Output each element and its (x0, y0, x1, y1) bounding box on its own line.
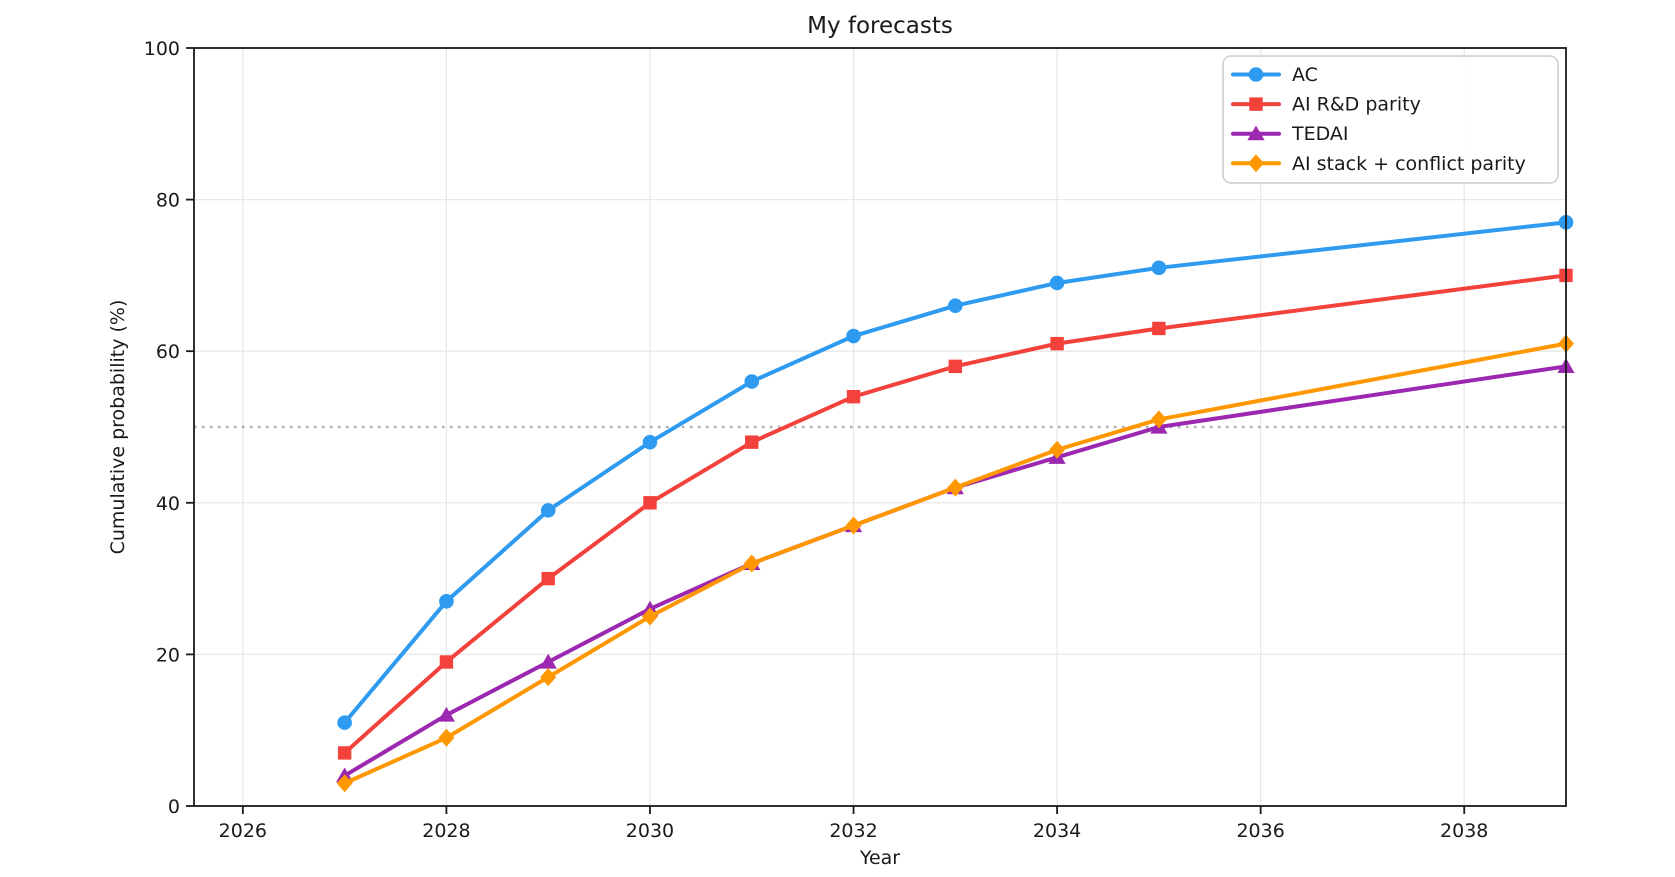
legend-swatch-ai-stack-conflict-parity (1231, 154, 1281, 173)
legend-swatches (1231, 67, 1281, 173)
y-axis-label: Cumulative probability (%) (107, 300, 129, 555)
legend-box (1222, 55, 1559, 184)
series-ai-stack-conflict-parity (336, 334, 1574, 793)
legend-label-ai-stack-conflict-parity: AI stack + conflict parity (1292, 153, 1526, 175)
legend-label-ai-rd-parity: AI R&D parity (1292, 94, 1421, 116)
legend-swatch-tedai (1231, 125, 1281, 141)
legend-swatch-ac (1231, 67, 1281, 82)
y-tick-label-80: 80 (156, 190, 180, 212)
x-tick-label-2026: 2026 (219, 820, 267, 842)
series-line-ai-r-d-parity (342, 273, 1568, 755)
x-tick-label-2028: 2028 (422, 820, 470, 842)
x-tick-label-2038: 2038 (1440, 820, 1488, 842)
series-tedai (336, 358, 1575, 783)
series-line-ac (342, 220, 1568, 725)
chart-title: My forecasts (807, 13, 953, 39)
x-tick-label-2036: 2036 (1236, 820, 1284, 842)
series-ac (337, 215, 1574, 730)
legend-label-tedai: TEDAI (1291, 123, 1349, 145)
tick-labels: 2026 2028 2030 2032 2034 2036 2038 0 20 40 60 80 100 (144, 38, 1489, 842)
x-tick-label-2030: 2030 (626, 820, 674, 842)
data-series (336, 215, 1575, 793)
y-tick-label-40: 40 (156, 493, 180, 515)
axes-spines (193, 47, 1567, 807)
legend: AC AI R&D parity TEDAI AI stack + confli… (1222, 55, 1559, 184)
series-ai-r-d-parity (337, 268, 1573, 760)
y-tick-label-0: 0 (168, 796, 180, 818)
plot-frame (193, 47, 1567, 807)
series-line-ai-stack-conflict-parity (342, 341, 1568, 786)
legend-label-ac: AC (1292, 64, 1318, 86)
legend-swatch-ai-r-d-parity (1231, 97, 1281, 111)
y-tick-label-20: 20 (156, 644, 180, 666)
x-tick-label-2034: 2034 (1033, 820, 1081, 842)
x-axis-label: Year (859, 847, 900, 869)
y-tick-label-100: 100 (144, 38, 180, 60)
x-tick-label-2032: 2032 (829, 820, 877, 842)
y-tick-label-60: 60 (156, 341, 180, 363)
